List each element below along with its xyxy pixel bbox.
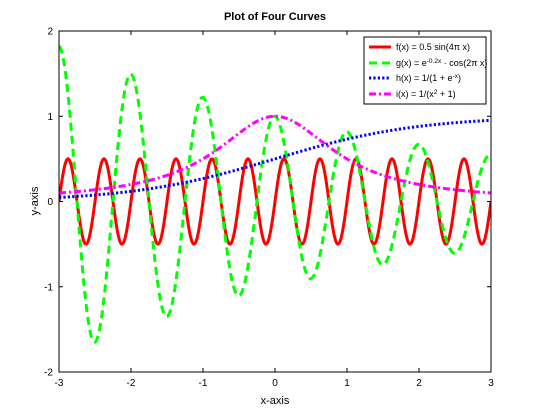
series-line-g (59, 44, 491, 344)
y-tick-label: 2 (47, 27, 53, 38)
legend: f(x) = 0.5 sin(4π x) g(x) = e-0.2x · cos(… (363, 36, 487, 105)
x-tick-label: -3 (55, 378, 64, 389)
y-tick-label: -2 (44, 368, 53, 379)
series-line-h (59, 118, 491, 199)
x-tick-label: -1 (199, 378, 208, 389)
x-tick-label: 2 (416, 378, 422, 389)
series-line-i (59, 114, 491, 195)
y-tick-label: 1 (47, 112, 53, 123)
x-tick-label: -2 (127, 378, 136, 389)
legend-label-g: g(x) = e-0.2x · cos(2π x) (396, 58, 487, 69)
y-axis-label: y-axis (29, 186, 41, 215)
legend-label-h: h(x) = 1/(1 + e-x) (396, 73, 461, 84)
legend-label-i: i(x) = 1/(x2 + 1) (396, 89, 456, 100)
x-tick-label: 1 (344, 378, 350, 389)
y-tick-label: 0 (47, 197, 53, 208)
x-tick-label: 3 (488, 378, 494, 389)
y-tick-label: -1 (44, 282, 53, 293)
x-tick-label: 0 (272, 378, 278, 389)
series-line-f (59, 157, 491, 246)
series-group (59, 44, 491, 344)
x-axis-label: x-axis (261, 395, 290, 407)
legend-label-f: f(x) = 0.5 sin(4π x) (396, 42, 470, 52)
chart-title: Plot of Four Curves (224, 11, 326, 23)
